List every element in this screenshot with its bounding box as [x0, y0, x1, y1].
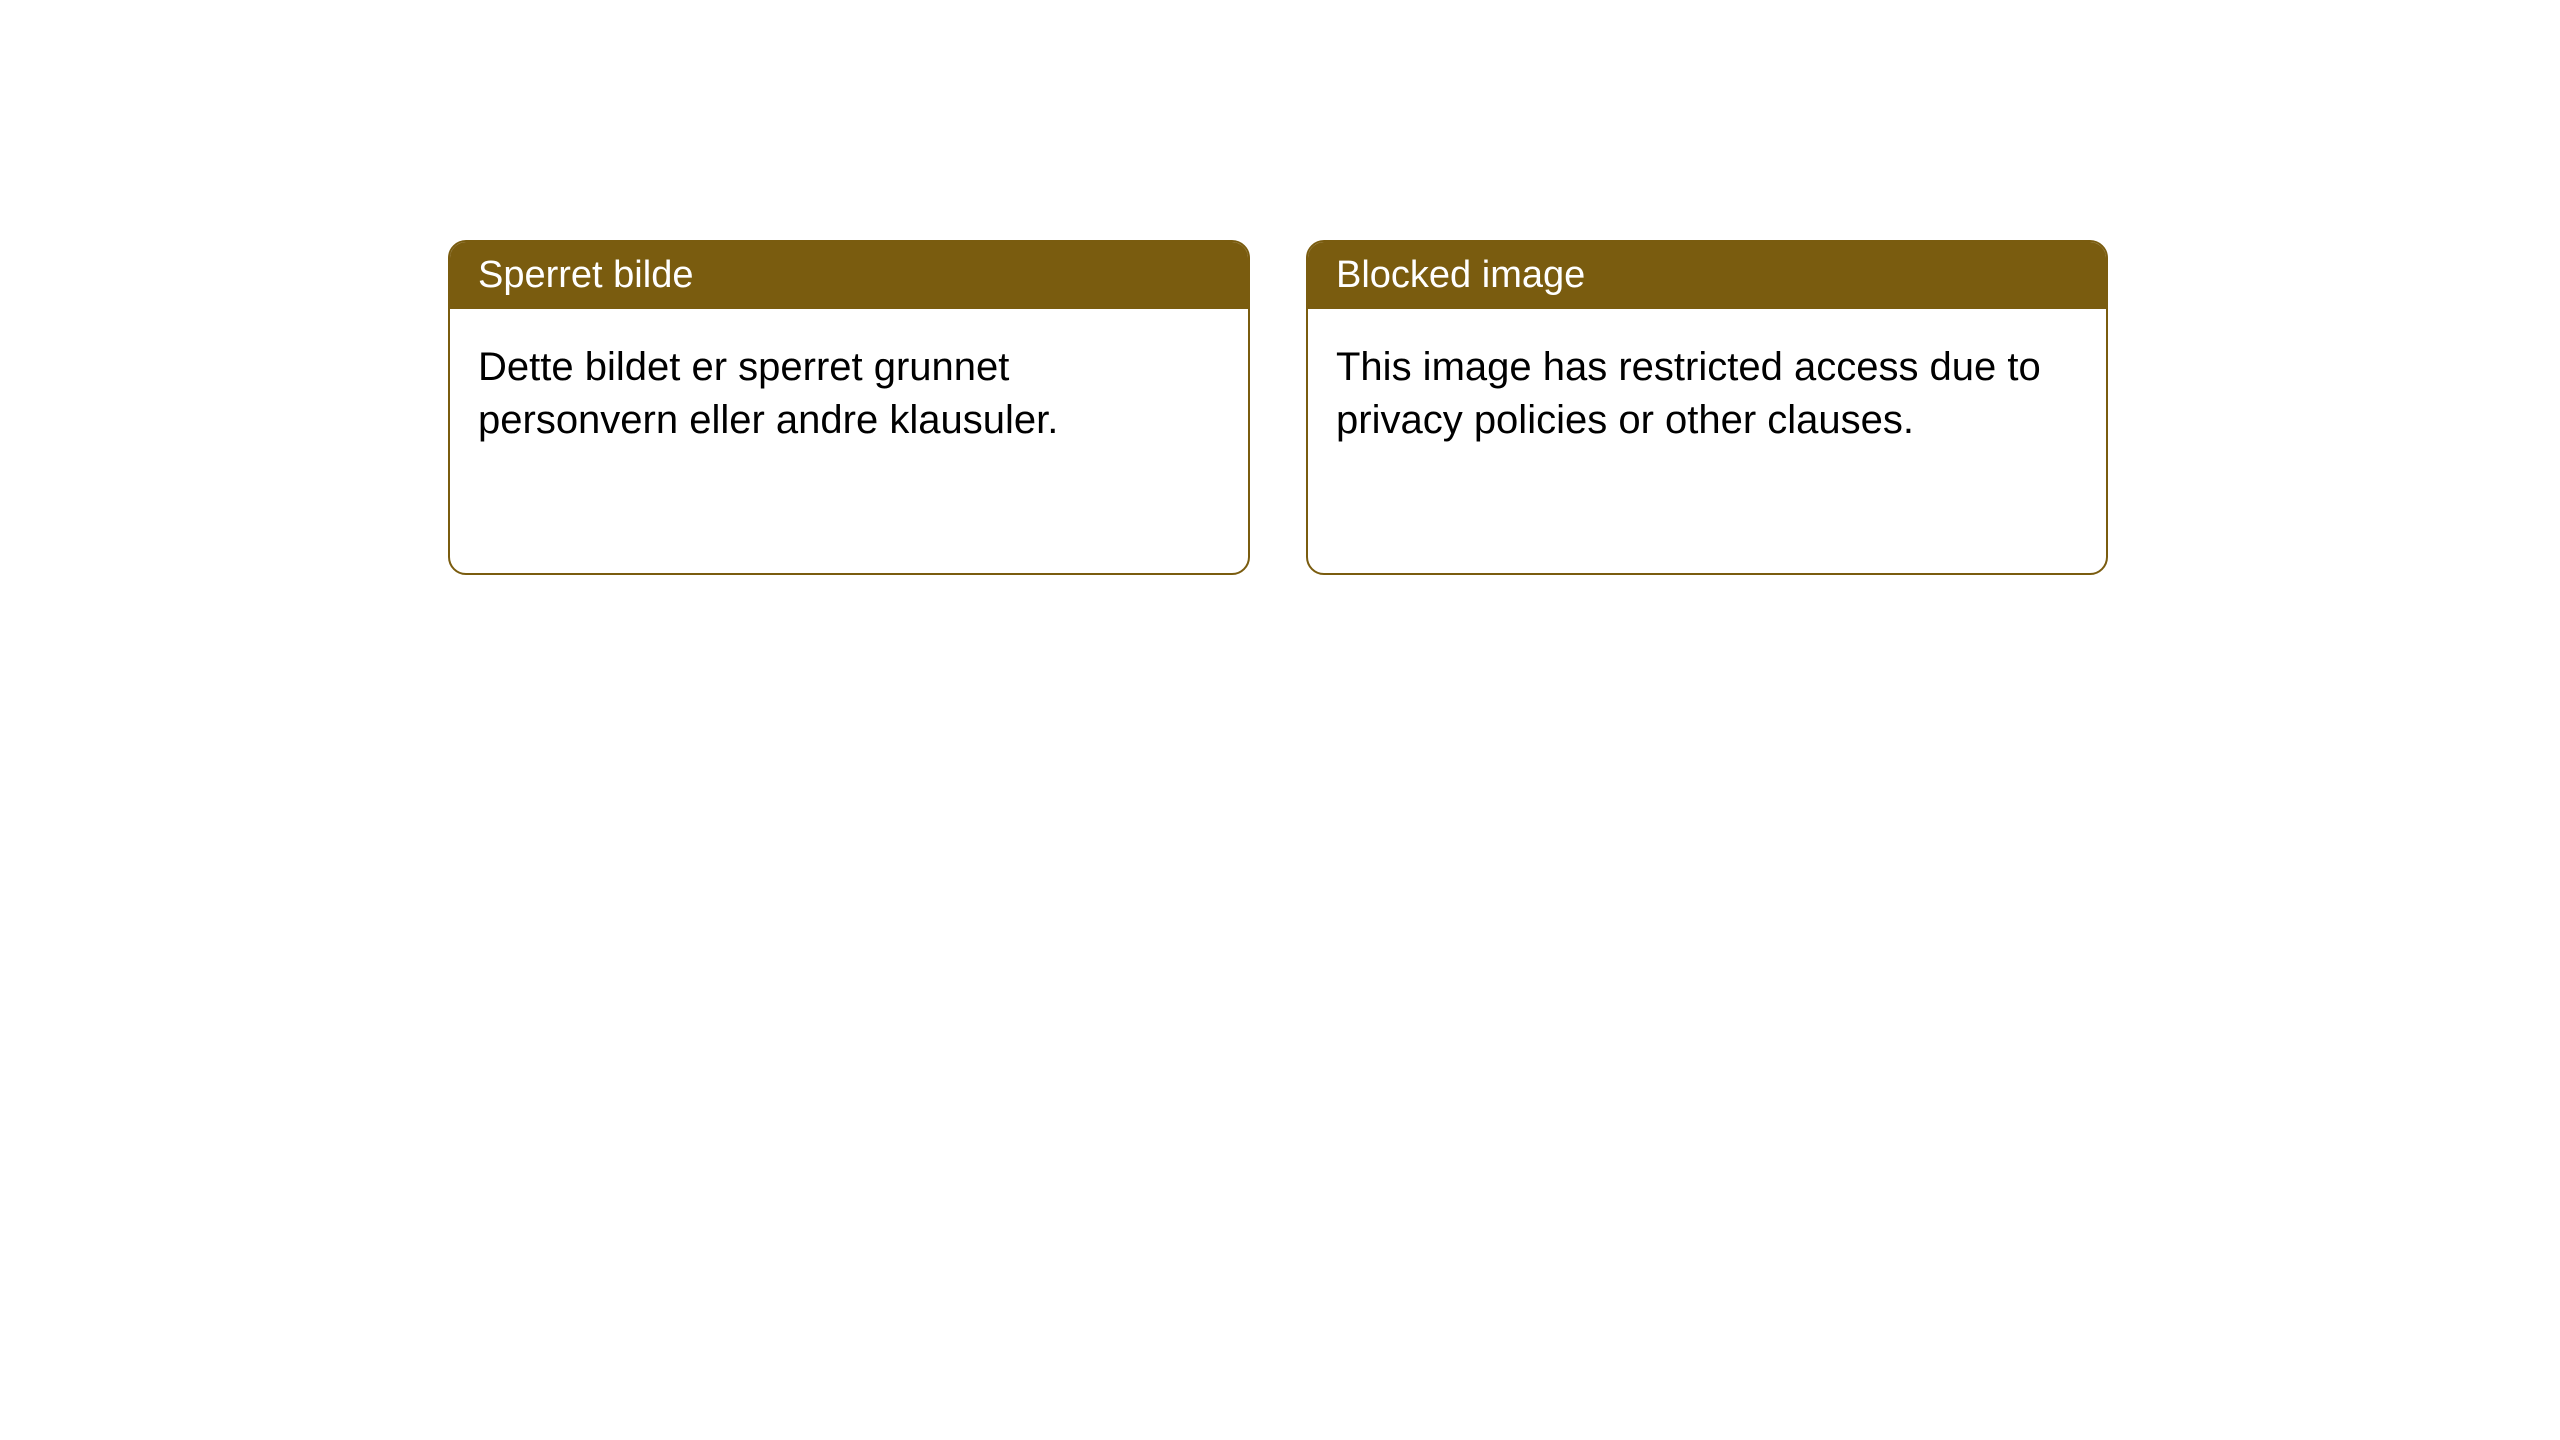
notice-cards-container: Sperret bilde Dette bildet er sperret gr…: [448, 240, 2108, 575]
notice-header: Sperret bilde: [450, 242, 1248, 309]
notice-card-english: Blocked image This image has restricted …: [1306, 240, 2108, 575]
notice-title: Sperret bilde: [478, 254, 693, 296]
notice-body: Dette bildet er sperret grunnet personve…: [450, 309, 1248, 573]
notice-card-norwegian: Sperret bilde Dette bildet er sperret gr…: [448, 240, 1250, 575]
notice-header: Blocked image: [1308, 242, 2106, 309]
notice-body-text: This image has restricted access due to …: [1336, 345, 2041, 442]
notice-title: Blocked image: [1336, 254, 1585, 296]
notice-body: This image has restricted access due to …: [1308, 309, 2106, 573]
notice-body-text: Dette bildet er sperret grunnet personve…: [478, 345, 1058, 442]
